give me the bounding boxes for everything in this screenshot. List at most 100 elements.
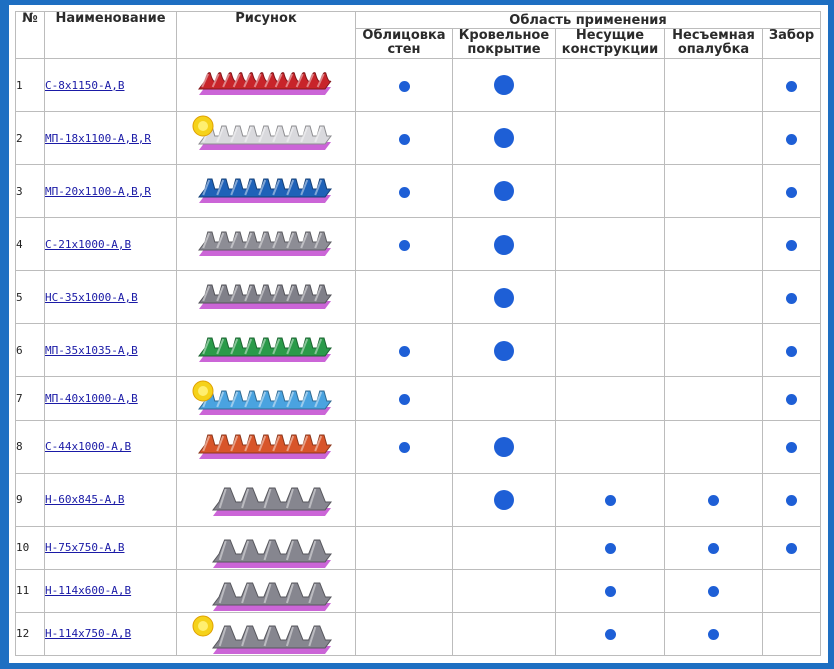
usage-cell-roofing [452,164,556,219]
profile-picture-cell [176,111,356,166]
profile-picture-cell [176,568,356,613]
profile-sheet-image[interactable] [191,275,341,319]
product-link[interactable]: НС-35х1000-А,В [45,290,138,304]
header-usage: Область применения [354,11,822,29]
usage-cell-load-bearing [555,217,665,272]
product-link[interactable]: МП-35х1035-А,В [45,343,138,357]
usage-dot-icon [786,239,798,251]
usage-cell-formwork [664,323,763,378]
header-col-fence: Забор [761,28,822,59]
profile-sheet-table: № Наименование Рисунок Область применени… [15,11,822,657]
product-link[interactable]: МП-40х1000-А,В [45,392,138,405]
usage-cell-fence [761,376,822,421]
product-link[interactable]: Н-75х750-А,В [45,541,125,555]
row-name-cell: Н-60х845-А,В [44,472,177,527]
table-row: 3 МП-20х1100-А,В,R [15,164,822,219]
profile-sheet-image[interactable] [191,169,341,213]
table-row: 1 С-8х1150-А,В [15,57,822,113]
row-number: 6 [15,323,45,378]
usage-dot-icon [786,133,798,145]
usage-cell-roofing [452,525,556,570]
usage-cell-load-bearing [555,611,665,657]
usage-dot-icon [604,586,616,598]
usage-dot-icon [786,345,798,357]
product-link[interactable]: С-44х1000-А,В [45,440,132,454]
usage-dot-icon [708,586,719,598]
profile-sheet-image[interactable] [191,615,341,654]
row-number: 3 [15,164,45,219]
usage-cell-formwork [664,525,763,570]
usage-cell-cladding [355,323,453,378]
profile-sheet-image[interactable] [191,63,341,107]
usage-dot-icon [786,186,798,198]
profile-sheet-image[interactable] [191,425,341,469]
table-row: 6 МП-35х1035-А,В [15,323,822,378]
usage-dot-icon [494,489,514,510]
product-link[interactable]: С-8х1150-А,В [45,78,125,92]
usage-cell-load-bearing [555,525,665,570]
usage-cell-load-bearing [555,323,665,378]
header-col-formwork: Несъемная опалубка [664,28,763,59]
usage-cell-fence [761,611,822,657]
usage-dot-icon [708,629,719,641]
usage-cell-roofing [452,323,556,378]
usage-cell-roofing [452,111,556,166]
usage-dot-icon [786,442,798,454]
row-number: 7 [15,376,45,421]
row-name-cell: С-44х1000-А,В [44,419,177,474]
row-number: 5 [15,270,45,325]
profile-sheet-image[interactable] [191,530,341,568]
usage-cell-roofing [452,568,556,613]
usage-dot-icon [398,394,410,405]
usage-cell-load-bearing [555,57,665,113]
usage-dot-icon [494,436,514,457]
usage-cell-cladding [355,611,453,657]
usage-cell-roofing [452,611,556,657]
table-row: 11 Н-114х600-А,В [15,568,822,613]
row-name-cell: Н-114х750-А,В [44,611,177,657]
row-number: 2 [15,111,45,166]
profile-sheet-image[interactable] [191,115,341,160]
profile-picture-cell [176,611,356,657]
product-link[interactable]: С-21х1000-А,В [45,237,132,251]
usage-cell-cladding [355,568,453,613]
row-name-cell: Н-75х750-А,В [44,525,177,570]
usage-dot-icon [604,543,616,555]
product-link[interactable]: Н-114х750-А,В [45,627,132,641]
usage-cell-fence [761,323,822,378]
header-col-roofing: Кровельное покрытие [452,28,556,59]
usage-cell-cladding [355,57,453,113]
profile-sheet-image[interactable] [191,573,341,611]
profile-sheet-image[interactable] [191,222,341,266]
profile-picture-cell [176,525,356,570]
usage-cell-fence [761,270,822,325]
product-link[interactable]: МП-18х1100-А,В,R [45,131,151,145]
profile-sheet-image[interactable] [191,478,341,522]
usage-cell-fence [761,419,822,474]
product-link[interactable]: Н-114х600-А,В [45,584,132,598]
usage-dot-icon [604,495,616,507]
row-name-cell: Н-114х600-А,В [44,568,177,613]
usage-cell-formwork [664,376,763,421]
usage-dot-icon [398,442,410,454]
usage-cell-formwork [664,568,763,613]
usage-cell-fence [761,164,822,219]
profile-picture-cell [176,472,356,527]
usage-cell-cladding [355,419,453,474]
usage-dot-icon [786,80,798,92]
usage-cell-load-bearing [555,270,665,325]
table-row: 9 Н-60х845-А,В [15,472,822,527]
table-row: 12 Н-114х750-А,В [15,611,822,657]
usage-cell-cladding [355,376,453,421]
usage-cell-formwork [664,472,763,527]
usage-cell-roofing [452,376,556,421]
profile-sheet-image[interactable] [191,328,341,372]
profile-picture-cell [176,376,356,421]
row-number: 11 [15,568,45,613]
profile-picture-cell [176,323,356,378]
product-link[interactable]: Н-60х845-А,В [45,493,125,507]
usage-cell-cladding [355,472,453,527]
usage-cell-roofing [452,419,556,474]
profile-sheet-image[interactable] [191,380,341,417]
product-link[interactable]: МП-20х1100-А,В,R [45,184,151,198]
